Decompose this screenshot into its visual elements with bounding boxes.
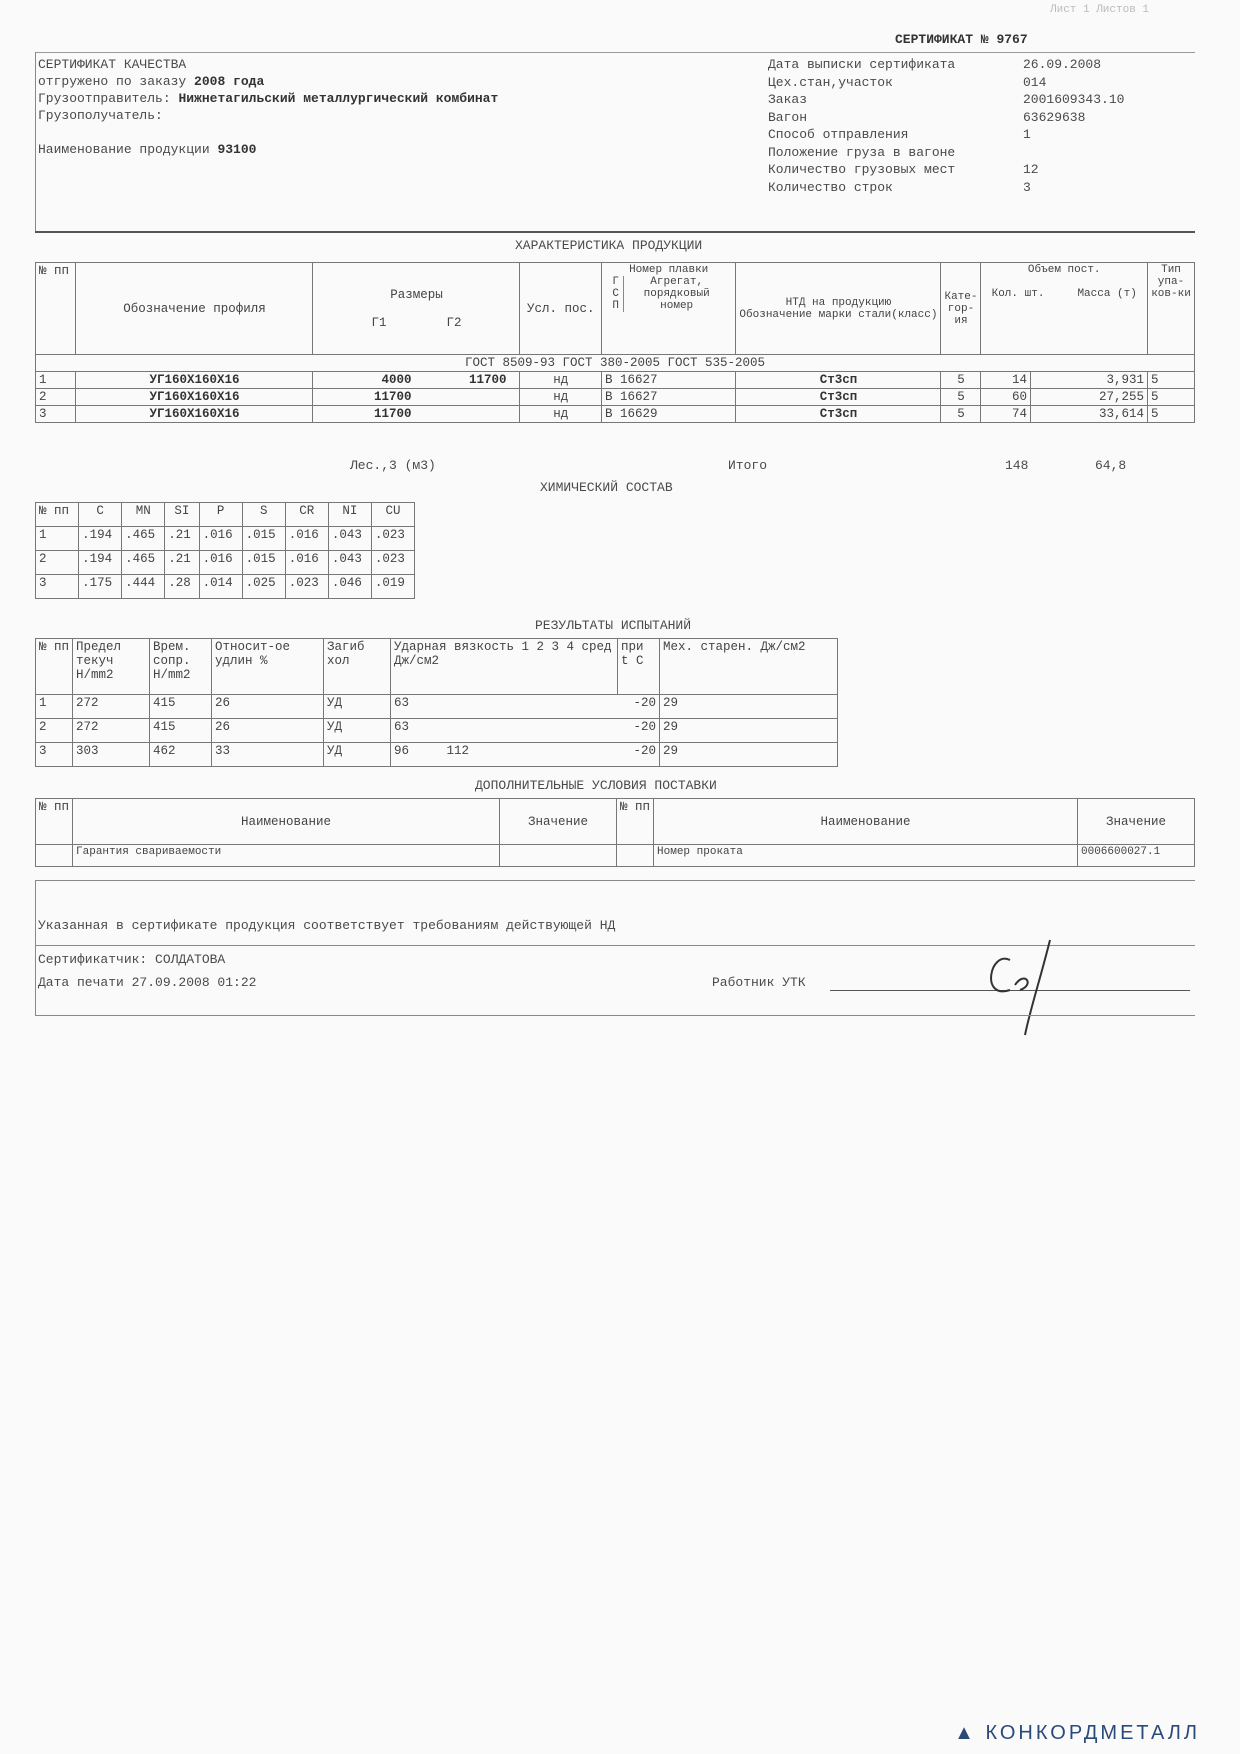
divider [35, 1015, 1195, 1016]
aggregate-header: Агрегат, порядковый номер [643, 276, 710, 312]
product-name-value: 93100 [217, 142, 257, 157]
table-row: 1 УГ160Х160Х16 4000 11700 нд В 16627 Ст3сп 5 14 3… [34, 371, 1195, 389]
table-row: 3 303 462 33 УД 96 112 -20 29 [35, 742, 838, 767]
field-row: Положение груза в вагоне [768, 144, 956, 160]
standards-row: ГОСТ 8509-93 ГОСТ 380-2005 ГОСТ 535-2005 [35, 354, 1195, 372]
divider [35, 52, 36, 232]
product-table: № пп Обозначение профиля Размеры Г1 Г2 Ус… [34, 262, 1195, 423]
header-right: Дата выписки сертификата 26.09.2008 Цех.с… [768, 56, 1124, 196]
consignee-label: Грузополучатель: [38, 108, 163, 123]
product-title: ХАРАКТЕРИСТИКА ПРОДУКЦИИ [515, 238, 703, 253]
cert-number-value: 9767 [996, 32, 1028, 47]
extra-table: № пп Наименование Значение № пп Наименование… [34, 798, 1195, 867]
logo-text: КОНКОРДМЕТАЛЛ [985, 1722, 1200, 1744]
chem-title: ХИМИЧЕСКИЙ СОСТАВ [540, 480, 673, 495]
worker-label: Работник УТК [712, 975, 806, 990]
cert-quality-label: СЕРТИФИКАТ КАЧЕСТВА [38, 57, 187, 72]
compliance-statement: Указанная в сертификате продукция соотве… [38, 918, 616, 933]
cert-number: СЕРТИФИКАТ № 9767 [895, 32, 1028, 47]
divider [35, 231, 1195, 233]
table-row: 1 272 415 26 УД 63 -20 29 [35, 694, 838, 719]
shipper-label: Грузоотправитель: [38, 91, 171, 106]
divider [35, 52, 1195, 53]
melt-number-header: Номер плавки [629, 264, 709, 276]
field-row: Количество строк 3 [768, 179, 1031, 195]
product-name-label: Наименование продукции [38, 142, 210, 157]
total-qty: 148 [1005, 458, 1029, 473]
logo-triangle-icon: ▲ [954, 1722, 977, 1744]
header-left: СЕРТИФИКАТ КАЧЕСТВА отгружено по заказу … [38, 56, 498, 158]
table-row: 3 УГ160Х160Х16 11700 нд В 16629 Ст3сп 5 74 33,61… [34, 405, 1195, 423]
tests-title: РЕЗУЛЬТАТЫ ИСПЫТАНИЙ [535, 618, 692, 633]
order-label: отгружено по заказу [38, 74, 187, 89]
divider [35, 880, 1195, 881]
field-row: Вагон 63629638 [768, 109, 1086, 125]
tests-table: № пп Предел текуч Н/mm2 Врем. сопр. Н/mm2 О… [35, 638, 838, 767]
cert-number-label: СЕРТИФИКАТ № [895, 32, 989, 47]
extra-title: ДОПОЛНИТЕЛЬНЫЕ УСЛОВИЯ ПОСТАВКИ [475, 778, 717, 793]
field-row: Цех.стан,участок 014 [768, 74, 1047, 90]
chem-table: № пп C MN SI P S CR NI CU 1.194.465.21.016.015.0… [34, 502, 416, 599]
total-label: Итого [728, 458, 768, 473]
table-row: 2 УГ160Х160Х16 11700 нд В 16627 Ст3сп 5 60 27,25… [34, 388, 1195, 406]
order-value: 2008 года [194, 74, 265, 89]
certifier: Сертификатчик: СОЛДАТОВА [38, 952, 226, 967]
company-logo: ▲ КОНКОРДМЕТАЛЛ [954, 1722, 1200, 1745]
page-info: Лист 1 Листов 1 [1050, 4, 1150, 16]
table-row: 2 272 415 26 УД 63 -20 29 [35, 718, 838, 743]
print-date: Дата печати 27.09.2008 01:22 [38, 975, 257, 990]
field-row: Количество грузовых мест 12 [768, 162, 1039, 177]
field-row: Способ отправления 1 [768, 127, 1031, 142]
field-row: Дата выписки сертификата 26.09.2008 [768, 57, 1102, 72]
table-row: Гарантия свариваемости Номер проката 00066… [34, 844, 1195, 867]
signature [990, 939, 1051, 1036]
table-row: 3.175.444.28.014.025.023.046.019 [34, 574, 416, 599]
wood-label: Лес.,3 (м3) [350, 458, 436, 473]
table-row: 2.194.465.21.016.015.016.043.023 [34, 550, 416, 575]
field-row: Заказ 2001609343.10 [768, 92, 1125, 107]
table-row: 1.194.465.21.016.015.016.043.023 [34, 526, 416, 551]
divider [35, 880, 36, 1015]
divider [35, 945, 1195, 946]
shipper-value: Нижнетагильский металлургический комбина… [178, 91, 499, 106]
total-mass: 64,8 [1095, 458, 1127, 473]
gsp-header: Г С П [611, 276, 624, 312]
